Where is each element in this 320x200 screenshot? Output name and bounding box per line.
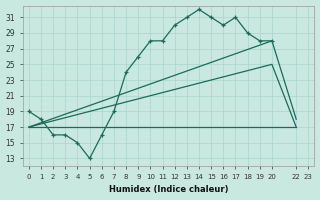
X-axis label: Humidex (Indice chaleur): Humidex (Indice chaleur) bbox=[109, 185, 228, 194]
